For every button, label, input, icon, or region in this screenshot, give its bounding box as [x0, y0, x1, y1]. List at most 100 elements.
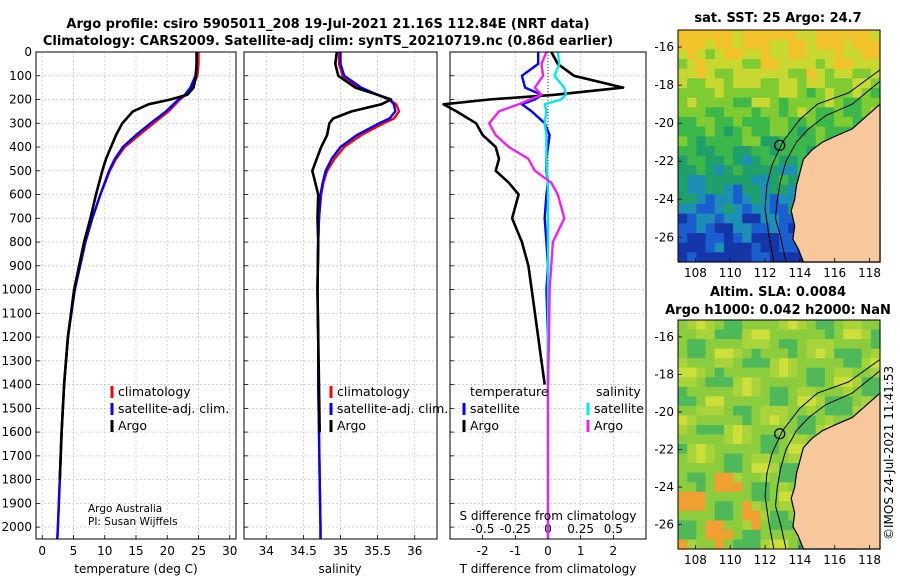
legend-title-salinity: salinity — [596, 384, 641, 399]
sla-map-cell — [806, 339, 817, 350]
sla-map-cell — [714, 510, 725, 521]
sst-map-lat-label: -18 — [654, 78, 674, 92]
sst-map-cell — [687, 68, 697, 79]
sst-map-cell — [760, 223, 771, 234]
sst-map-cell — [733, 88, 743, 99]
sla-map-cell — [678, 377, 688, 388]
sla-map-lon-label: 110 — [719, 553, 742, 567]
sla-map-cell — [870, 358, 881, 369]
sla-map-cell — [769, 320, 780, 331]
x-tick-label: 0 — [38, 544, 46, 558]
sst-map-cell — [723, 68, 734, 79]
sst-map-cell — [843, 30, 854, 41]
sst-map-cell — [760, 117, 771, 128]
sla-map-cell — [760, 348, 771, 359]
sla-map-lat-label: -26 — [654, 518, 674, 532]
sla-map-cell — [733, 529, 743, 540]
sst-map-cell — [705, 30, 716, 41]
sla-map-cell — [714, 339, 725, 350]
sst-map-cell — [779, 175, 789, 186]
x-tick-label: -1 — [509, 544, 521, 558]
y-tick-label: 1900 — [1, 496, 32, 510]
sst-map-cell — [834, 107, 844, 118]
sst-map-cell — [723, 213, 734, 224]
sst-map-cell — [678, 146, 688, 157]
sst-map-cell — [687, 165, 697, 176]
sla-map-cell — [714, 358, 725, 369]
sla-map-cell — [733, 444, 743, 455]
sst-map-cell — [705, 136, 716, 147]
sst-map-cell — [815, 88, 826, 99]
sla-map-cell — [705, 396, 716, 407]
sst-map-cell — [742, 146, 753, 157]
sst-map-cell — [815, 78, 826, 89]
sla-map-cell — [834, 320, 844, 331]
sst-map-cell — [870, 39, 881, 50]
sst-map-cell — [751, 30, 762, 41]
sst-map-cell — [815, 117, 826, 128]
sla-map-cell — [723, 529, 734, 540]
sst-map-cell — [751, 107, 762, 118]
sla-map-cell — [714, 529, 725, 540]
sla-map-cell — [733, 358, 743, 369]
sst-map-lon-label: 112 — [754, 266, 777, 280]
sst-map-cell — [742, 30, 753, 41]
sst-map-title: sat. SST: 25 Argo: 24.7 — [694, 11, 861, 26]
sst-map-cell — [834, 30, 844, 41]
sst-map-cell — [714, 39, 725, 50]
legend-label-sal-satellite-adj: satellite-adj. clim. — [337, 401, 448, 416]
sla-map-cell — [714, 415, 725, 426]
sla-map-cell — [723, 501, 734, 512]
sla-map-cell — [751, 510, 762, 521]
sla-map-cell — [714, 405, 725, 416]
sst-map-cell — [742, 59, 753, 70]
sla-map-cell — [834, 358, 844, 369]
sst-map-cell — [714, 78, 725, 89]
sst-map-cell — [760, 136, 771, 147]
sla-map-cell — [788, 453, 798, 464]
sla-map-float-marker — [774, 428, 786, 440]
sst-map-cell — [678, 136, 688, 147]
sst-map-cell — [678, 175, 688, 186]
sla-map-cell — [705, 405, 716, 416]
sst-map-cell — [742, 252, 753, 263]
sst-map-cell — [769, 49, 780, 60]
sst-map-cell — [714, 59, 725, 70]
sst-map-cell — [678, 126, 688, 137]
y-tick-label: 300 — [9, 116, 32, 130]
sla-map-cell — [760, 539, 771, 550]
sst-map-cell — [788, 155, 798, 166]
x-tick-label: 15 — [128, 544, 143, 558]
sst-map-cell — [742, 39, 753, 50]
sst-map-cell — [723, 59, 734, 70]
sla-map-cell — [678, 482, 688, 493]
sla-map-cell — [687, 396, 697, 407]
sla-map-cell — [742, 396, 753, 407]
sst-map-cell — [714, 233, 725, 244]
sst-map-cell — [751, 223, 762, 234]
x-tick-label: 1 — [577, 544, 585, 558]
sla-map-cell — [861, 348, 872, 359]
y-tick-label: 1700 — [1, 449, 32, 463]
sla-map-cell — [742, 415, 753, 426]
legend-label-s-satellite: satellite — [594, 401, 644, 416]
sst-map-cell — [779, 155, 789, 166]
sla-map-cell — [797, 348, 808, 359]
sst-map-cell — [834, 78, 844, 89]
sla-map-cell — [696, 539, 707, 550]
sla-map-cell — [788, 463, 798, 474]
sla-map-cell — [788, 529, 798, 540]
sst-map-cell — [806, 88, 817, 99]
sla-map-cell — [779, 377, 789, 388]
x-tick-label: 25 — [191, 544, 206, 558]
sla-map-cell — [788, 415, 798, 426]
sla-map-contour — [774, 370, 881, 550]
sst-map-cell — [788, 252, 798, 263]
sst-map-cell — [852, 88, 863, 99]
sla-map-cell — [723, 510, 734, 521]
sst-map-cell — [742, 97, 753, 108]
y-tick-label: 2000 — [1, 520, 32, 534]
sst-map-cell — [733, 136, 743, 147]
sla-map-cell — [769, 405, 780, 416]
sla-map-cell — [769, 434, 780, 445]
